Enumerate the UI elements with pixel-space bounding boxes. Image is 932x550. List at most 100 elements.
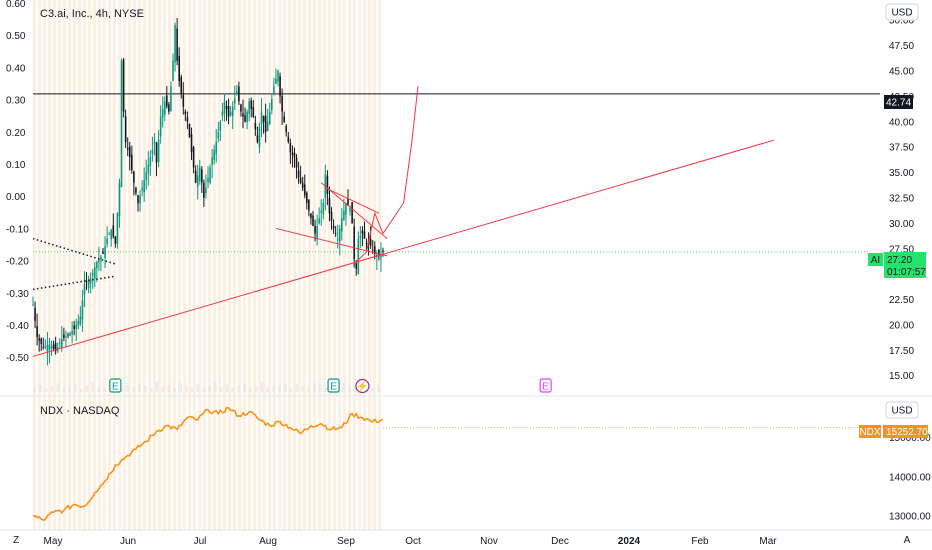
candle-body bbox=[227, 106, 230, 117]
candle-body bbox=[176, 28, 178, 61]
left-axis-tick: -0.40 bbox=[6, 321, 29, 332]
candle-body bbox=[194, 170, 197, 183]
session-band bbox=[333, 397, 336, 530]
timezone-z-button[interactable]: Z bbox=[13, 535, 19, 546]
session-band bbox=[283, 397, 286, 530]
session-band bbox=[68, 0, 71, 396]
time-axis[interactable]: May Jun Jul Aug Sep Oct Nov Dec 2024 Feb Mar bbox=[44, 536, 778, 547]
time-axis-label: May bbox=[44, 536, 63, 547]
left-axis-tick: 0.20 bbox=[6, 128, 26, 139]
volume-bars bbox=[33, 381, 381, 392]
event-marker-dividend[interactable]: ⚡ bbox=[355, 378, 370, 394]
candle-body bbox=[373, 246, 376, 254]
candle-body bbox=[166, 95, 168, 107]
candle-body bbox=[299, 178, 302, 183]
candle-body bbox=[345, 203, 347, 216]
candle-body bbox=[172, 60, 174, 81]
candle-body bbox=[310, 213, 312, 219]
right-axis-tick: 30.00 bbox=[889, 219, 914, 230]
session-band bbox=[208, 0, 211, 396]
session-band bbox=[318, 397, 321, 530]
session-band bbox=[153, 397, 156, 530]
candle-body bbox=[168, 104, 170, 112]
session-band bbox=[168, 397, 171, 530]
candle-body bbox=[341, 218, 343, 232]
candle-body bbox=[198, 167, 201, 181]
session-band bbox=[373, 397, 376, 530]
session-band bbox=[158, 0, 161, 396]
session-band bbox=[63, 0, 66, 396]
volume-bar bbox=[318, 385, 322, 392]
session-band bbox=[68, 397, 71, 530]
candle-body bbox=[351, 202, 353, 224]
currency-button-main[interactable]: USD bbox=[885, 3, 919, 21]
candle-body bbox=[48, 344, 51, 350]
volume-bar bbox=[167, 384, 171, 392]
event-marker-earnings-future[interactable]: E bbox=[539, 378, 552, 393]
event-markers[interactable]: E E ⚡ E bbox=[109, 378, 552, 394]
volume-bar bbox=[202, 388, 206, 392]
candle-body bbox=[349, 208, 351, 212]
session-band bbox=[48, 0, 51, 396]
candle-body bbox=[141, 187, 143, 191]
left-axis-tick: 0.50 bbox=[6, 31, 26, 42]
session-band bbox=[243, 0, 246, 396]
session-band bbox=[218, 0, 221, 396]
right-axis-tick: 37.50 bbox=[889, 143, 914, 154]
session-band bbox=[43, 0, 46, 396]
left-axis-tick: 0.10 bbox=[6, 160, 26, 171]
session-band bbox=[133, 0, 136, 396]
candle-body bbox=[347, 198, 349, 206]
volume-bar bbox=[149, 387, 153, 392]
volume-bar bbox=[342, 382, 346, 392]
session-band bbox=[368, 397, 371, 530]
candle-body bbox=[133, 171, 135, 183]
drawings[interactable] bbox=[32, 86, 775, 357]
svg-text:USD: USD bbox=[891, 8, 912, 19]
candle-body bbox=[283, 116, 285, 122]
session-band bbox=[188, 397, 191, 530]
session-band bbox=[173, 397, 176, 530]
volume-bar bbox=[196, 384, 200, 392]
session-band bbox=[258, 397, 261, 530]
auto-scale-button[interactable]: A bbox=[904, 535, 911, 546]
candle-body bbox=[153, 142, 156, 144]
left-axis-tick: -0.20 bbox=[6, 257, 29, 268]
session-band bbox=[338, 397, 341, 530]
volume-bar bbox=[79, 388, 83, 392]
candle-body bbox=[365, 243, 368, 244]
candle-body bbox=[203, 182, 205, 198]
candle-body bbox=[102, 251, 104, 254]
candle-body bbox=[50, 346, 53, 349]
session-band bbox=[183, 397, 186, 530]
candle-body bbox=[293, 152, 296, 158]
session-band bbox=[263, 0, 266, 396]
candle-body bbox=[275, 78, 277, 84]
session-band bbox=[298, 397, 301, 530]
event-marker-label: E bbox=[112, 382, 119, 393]
left-axis-tick: 0.40 bbox=[6, 63, 26, 74]
candle-body bbox=[61, 339, 63, 349]
session-band bbox=[183, 0, 186, 396]
candle-body bbox=[131, 154, 133, 171]
session-band bbox=[213, 397, 216, 530]
candle-body bbox=[343, 210, 345, 220]
session-band bbox=[318, 0, 321, 396]
right-axis-tick: 17.50 bbox=[889, 346, 914, 357]
svg-text:NDX: NDX bbox=[859, 427, 880, 438]
time-axis-label: 2024 bbox=[618, 536, 641, 547]
candle-body bbox=[201, 169, 203, 183]
candle-body bbox=[233, 98, 236, 104]
candle-body bbox=[149, 157, 152, 166]
session-band bbox=[48, 397, 51, 530]
session-band bbox=[358, 0, 361, 396]
time-axis-label: Aug bbox=[259, 536, 277, 547]
time-axis-label: Mar bbox=[759, 536, 777, 547]
candle-body bbox=[145, 172, 148, 181]
event-marker-earnings[interactable]: E bbox=[109, 378, 122, 393]
event-marker-earnings[interactable]: E bbox=[327, 378, 340, 393]
currency-button-ndx[interactable]: USD bbox=[885, 401, 919, 419]
candle-body bbox=[126, 148, 129, 150]
candle-body bbox=[73, 325, 75, 330]
